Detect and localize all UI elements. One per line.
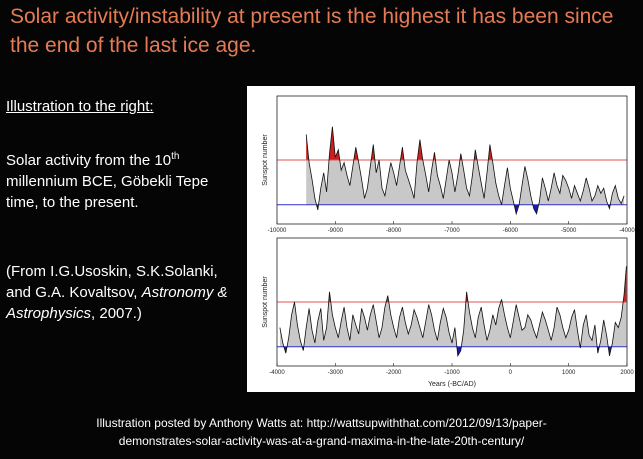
- citation-open: (From I.G.Usoskin, S.K.Solanki, and G.A.…: [6, 263, 218, 301]
- chart-2-x-tick-label: 0: [509, 370, 513, 376]
- citation-text: (From I.G.Usoskin, S.K.Solanki, and G.A.…: [6, 261, 231, 324]
- chart-2-x-tick-label: -4000: [269, 370, 285, 376]
- chart-1-y-axis-label: Sunspot number: [262, 134, 269, 186]
- chart-2-y-axis-label: Sunspot number: [262, 276, 269, 328]
- chart-2-x-tick-label: -2000: [386, 370, 402, 376]
- description-superscript: th: [171, 151, 180, 162]
- slide-title: Solar activity/instability at present is…: [10, 5, 614, 57]
- chart-2-x-tick-label: -3000: [328, 370, 344, 376]
- chart-2-x-tick-label: -1000: [444, 370, 460, 376]
- chart-2-x-axis-label: Years (-BC/AD): [428, 381, 476, 388]
- chart-1-high-fill: [306, 126, 625, 160]
- chart-1-x-tick-label: -8000: [386, 228, 402, 234]
- description-text: Solar activity from the 10th millennium …: [6, 146, 231, 213]
- description-part1: Solar activity from the 10: [6, 152, 172, 169]
- footer-attribution: Illustration posted by Anthony Watts at:…: [0, 414, 643, 450]
- solar-activity-svg: -10000 -9000 -8000 -7000 -6000 -5000 -4000Suns…: [262, 95, 635, 388]
- chart-1-x-tick-label: -5000: [561, 228, 577, 234]
- chart-1-x-tick-label: -4000: [619, 228, 635, 234]
- citation-journal: Astronomy & Astrophysics: [6, 284, 228, 322]
- solar-activity-figure: -10000 -9000 -8000 -7000 -6000 -5000 -4000 Suns…: [247, 86, 635, 392]
- citation-close: , 2007.): [91, 305, 142, 322]
- chart-2-x-tick-label: 2000: [620, 370, 634, 376]
- chart-2-x-tick-label: 1000: [562, 370, 576, 376]
- chart-2-series-line: [279, 266, 627, 358]
- footer-line-2: demonstrates-solar-activity-was-at-a-gra…: [118, 434, 525, 448]
- chart-1-x-tick-label: -9000: [328, 228, 344, 234]
- chart-1-series-line: [305, 126, 625, 216]
- footer-line-1: Illustration posted by Anthony Watts at:…: [96, 416, 547, 430]
- chart-1-x-tick-label: -10000: [268, 228, 287, 234]
- chart-2-mid-fill: [279, 266, 627, 356]
- chart-1-mid-fill: [306, 126, 625, 214]
- illustration-heading: Illustration to the right:: [6, 98, 154, 115]
- chart-1-x-tick-label: -7000: [444, 228, 460, 234]
- chart-1-x-tick-label: -6000: [503, 228, 519, 234]
- description-part2: millennium BCE, Göbekli Tepe time, to th…: [6, 173, 209, 211]
